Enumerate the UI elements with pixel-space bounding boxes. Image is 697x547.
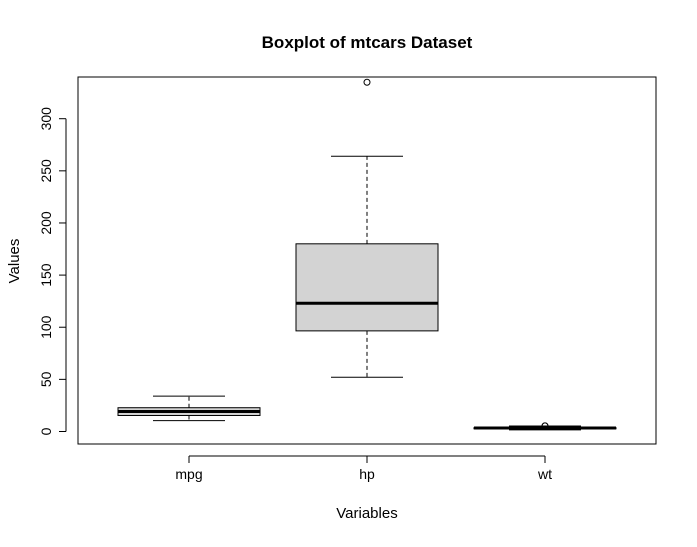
box-hp bbox=[295, 78, 439, 378]
y-axis: 0 50 100 150 200 250 300 bbox=[38, 107, 67, 435]
x-axis-label: Variables bbox=[336, 505, 397, 522]
box-wt bbox=[473, 422, 617, 431]
x-tick-label-wt: wt bbox=[537, 466, 552, 482]
box-mpg bbox=[117, 395, 261, 422]
y-tick-label: 0 bbox=[38, 427, 54, 435]
y-axis-label: Values bbox=[6, 239, 23, 284]
y-tick-label: 50 bbox=[38, 371, 54, 387]
iqr-box bbox=[295, 243, 439, 332]
y-tick-label: 150 bbox=[38, 263, 54, 287]
y-tick-label: 200 bbox=[38, 211, 54, 235]
x-tick-label-hp: hp bbox=[359, 466, 375, 482]
y-tick-label: 100 bbox=[38, 315, 54, 339]
box-series bbox=[117, 78, 617, 431]
outlier-point bbox=[363, 78, 371, 86]
y-tick-label: 300 bbox=[38, 107, 54, 131]
y-tick-label: 250 bbox=[38, 159, 54, 183]
plot-frame bbox=[77, 76, 657, 445]
x-axis: mpg hp wt bbox=[175, 455, 552, 482]
outlier-point bbox=[541, 422, 549, 430]
x-tick-label-mpg: mpg bbox=[175, 466, 202, 482]
chart-title: Boxplot of mtcars Dataset bbox=[262, 33, 473, 52]
